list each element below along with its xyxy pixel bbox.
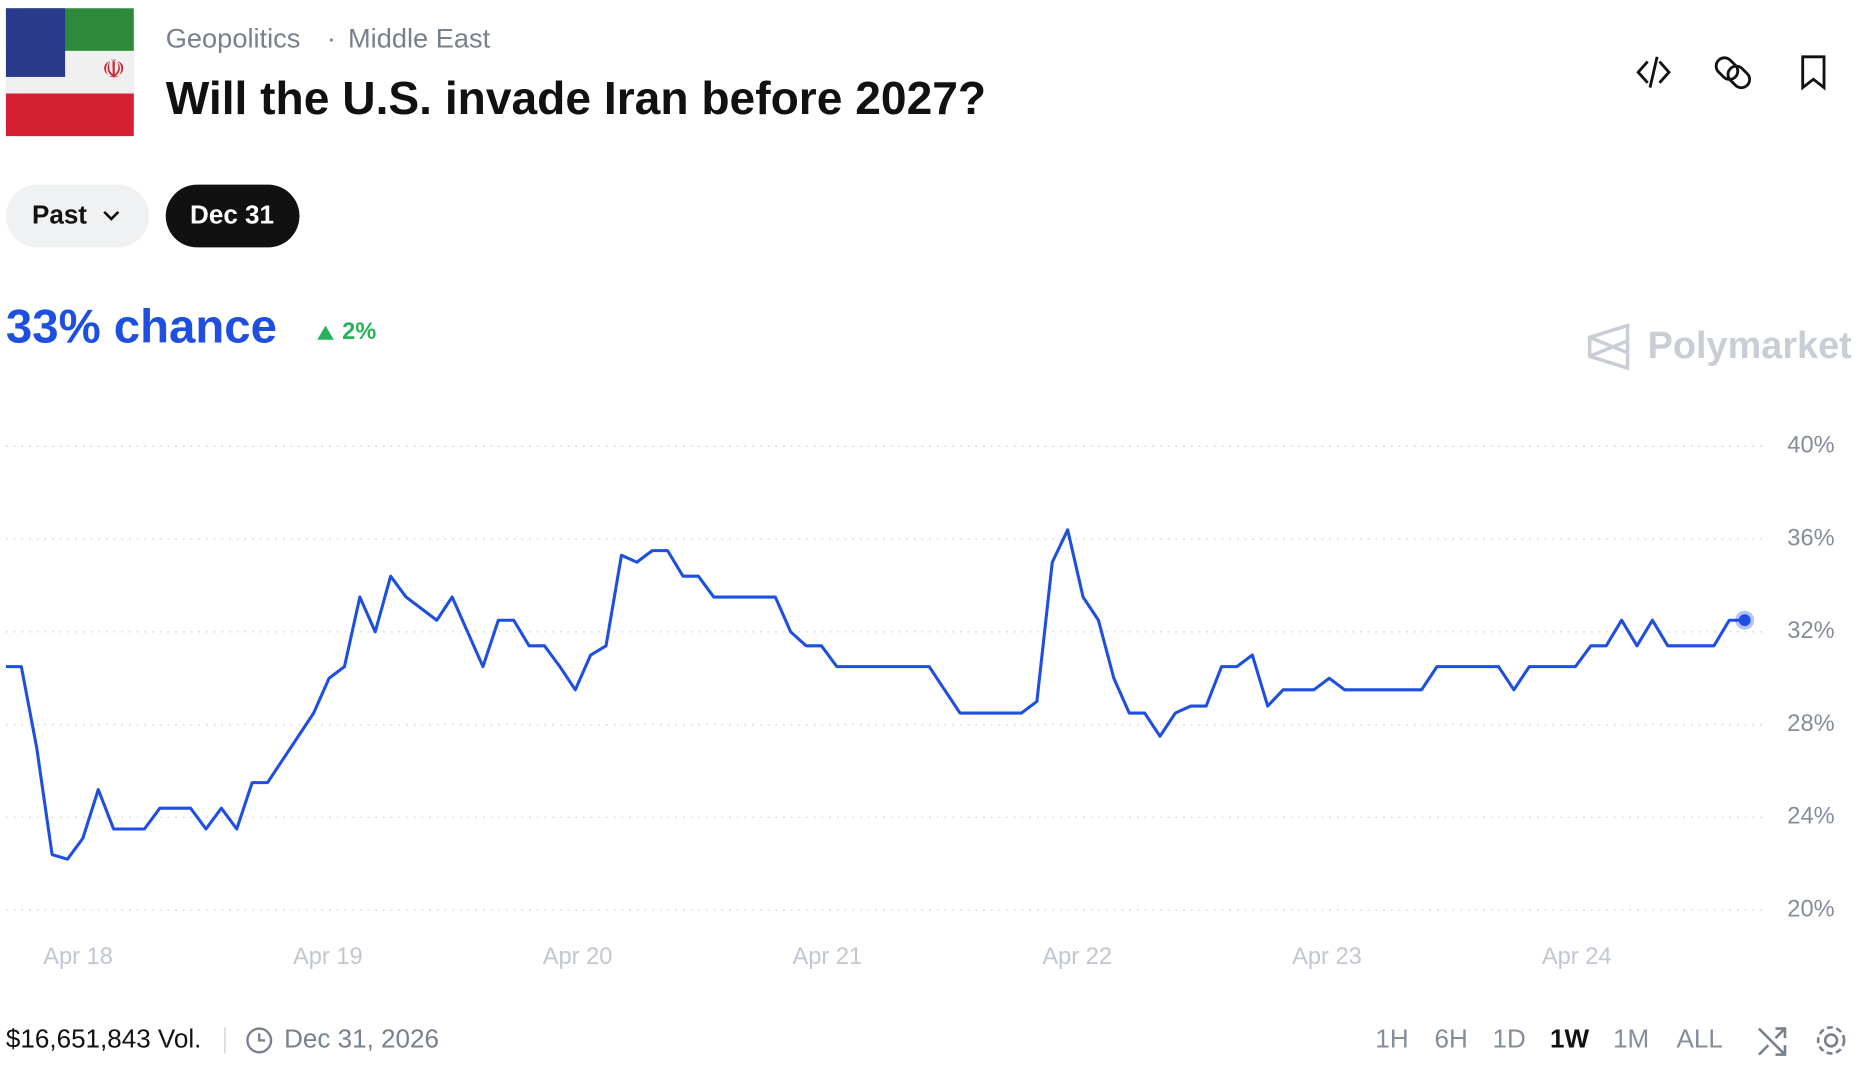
x-tick-label: Apr 23 xyxy=(1292,944,1362,970)
subcategory[interactable]: Middle East xyxy=(348,22,491,53)
past-button[interactable] xyxy=(5,184,150,248)
x-tick-label: Apr 18 xyxy=(43,944,113,970)
range-option[interactable]: 6H xyxy=(1435,1023,1468,1053)
clock-icon xyxy=(246,1027,273,1054)
svg-text:☫: ☫ xyxy=(102,54,125,84)
up-arrow xyxy=(317,325,334,340)
x-tick-label: Apr 22 xyxy=(1042,944,1112,970)
date-label: Dec 31 xyxy=(190,199,274,229)
chance: 33% chance xyxy=(6,301,277,354)
brand: Polymarket xyxy=(1648,325,1853,367)
end-date: Dec 31, 2026 xyxy=(284,1023,439,1053)
settings-button[interactable] xyxy=(1816,1026,1846,1055)
y-tick-label: 36% xyxy=(1787,525,1834,551)
category[interactable]: Geopolitics xyxy=(166,22,301,53)
x-tick-label: Apr 24 xyxy=(1542,944,1612,970)
range-option[interactable]: 1H xyxy=(1375,1023,1408,1053)
shuffle-button[interactable] xyxy=(1757,1027,1787,1056)
change: 2% xyxy=(342,319,376,345)
price-line xyxy=(5,528,1745,861)
last-point-core xyxy=(1738,614,1751,627)
link-button[interactable] xyxy=(1713,54,1753,91)
range-option[interactable]: 1M xyxy=(1613,1023,1649,1053)
range-option[interactable]: 1D xyxy=(1493,1023,1526,1053)
separator: · xyxy=(327,22,336,53)
embed-button[interactable] xyxy=(1636,56,1671,88)
bookmark-button[interactable] xyxy=(1801,55,1826,91)
x-tick-label: Apr 20 xyxy=(543,944,613,970)
range-selector: 1H 6H 1D 1W 1M ALL xyxy=(1375,1023,1723,1053)
y-tick-label: 40% xyxy=(1787,432,1834,458)
market-icon: ☫ xyxy=(5,8,134,137)
brand-logo xyxy=(1587,323,1630,371)
market-title: Will the U.S. invade Iran before 2027? xyxy=(166,72,986,124)
y-tick-label: 28% xyxy=(1787,711,1834,737)
date-button[interactable] xyxy=(165,184,300,248)
x-tick-label: Apr 19 xyxy=(293,944,363,970)
y-tick-label: 24% xyxy=(1787,804,1834,830)
chevron xyxy=(103,210,120,221)
past-label: Past xyxy=(32,199,87,229)
volume: $16,651,843 Vol. xyxy=(6,1023,201,1053)
x-tick-label: Apr 21 xyxy=(792,944,862,970)
y-tick-label: 20% xyxy=(1787,896,1834,922)
y-tick-label: 32% xyxy=(1787,618,1834,644)
range-option[interactable]: ALL xyxy=(1677,1023,1723,1053)
range-option[interactable]: 1W xyxy=(1550,1023,1589,1053)
chart: 20% 24% 28% 32% 36% 40% Apr 18 Apr 19 Apr 20 Apr … xyxy=(5,432,1835,970)
